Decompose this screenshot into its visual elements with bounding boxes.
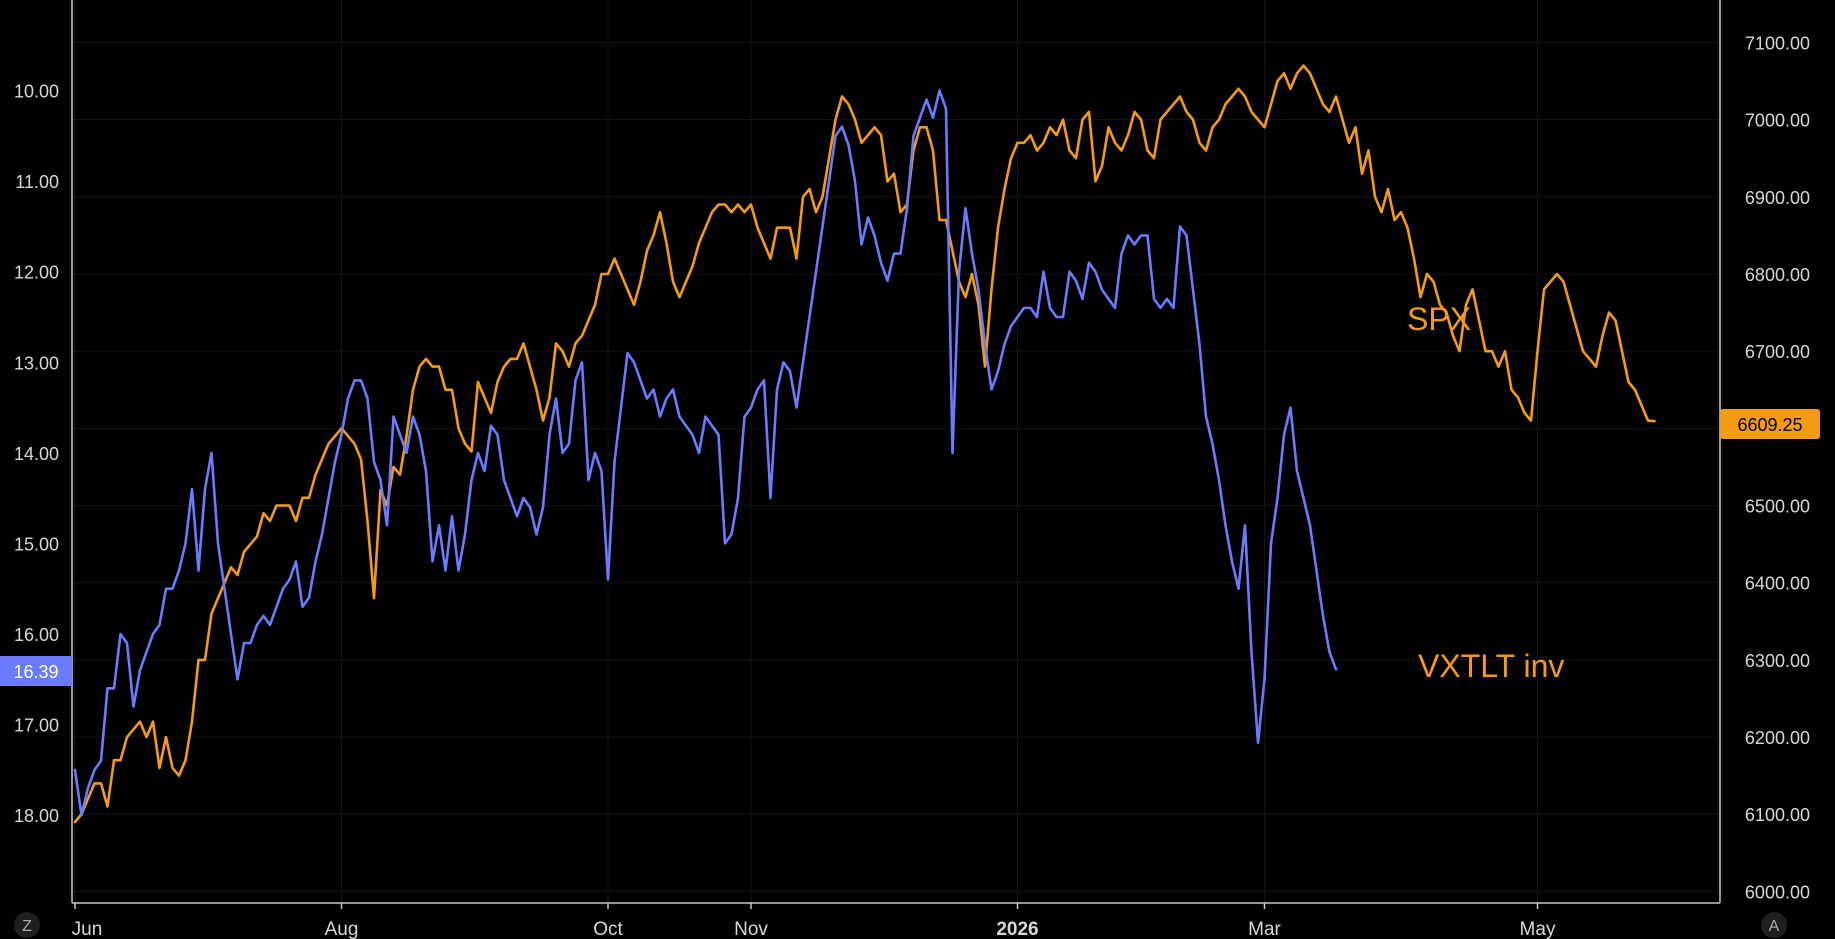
right-tick-label: 6800.00	[1745, 265, 1810, 285]
right-tick-label: 6500.00	[1745, 497, 1810, 517]
zoom-button[interactable]	[14, 912, 40, 938]
left-tick-label: 17.00	[14, 716, 59, 736]
auto-scale-button-label[interactable]: A	[1769, 918, 1780, 935]
x-tick-label: Aug	[325, 919, 359, 939]
right-tick-label: 6300.00	[1745, 651, 1810, 671]
left-current-badge-label: 16.39	[13, 662, 58, 682]
x-tick-label: Oct	[593, 919, 623, 939]
right-tick-label: 6200.00	[1745, 728, 1810, 748]
left-tick-label: 18.00	[14, 806, 59, 826]
zoom-button-label[interactable]: Z	[22, 918, 32, 935]
left-tick-label: 13.00	[14, 353, 59, 373]
left-tick-label: 15.00	[14, 534, 59, 554]
left-tick-label: 12.00	[14, 263, 59, 283]
left-tick-label: 14.00	[14, 444, 59, 464]
price-badges: 16.39 6609.25	[0, 409, 1820, 686]
left-tick-label: 11.00	[15, 172, 59, 192]
right-tick-label: 7000.00	[1745, 111, 1810, 131]
series-annotations: SPX VXTLT inv	[1407, 301, 1564, 684]
x-tick-label: Jun	[72, 919, 103, 939]
left-tick-label: 10.00	[14, 82, 59, 102]
annotation-spx: SPX	[1407, 301, 1471, 337]
left-tick-label: 16.00	[14, 625, 59, 645]
series-lines	[73, 64, 1656, 824]
right-tick-label: 6400.00	[1745, 574, 1810, 594]
series-line-spx	[73, 64, 1656, 824]
right-tick-label: 7100.00	[1745, 33, 1810, 53]
left-axis-ticks[interactable]: 10.00 11.00 12.00 13.00 14.00 15.00 16.00 17.00…	[14, 82, 59, 827]
right-tick-label: 6900.00	[1745, 188, 1810, 208]
grid-lines	[72, 0, 1720, 903]
x-tick-label: 2026	[996, 919, 1038, 939]
axes	[71, 0, 1721, 904]
right-tick-label: 6700.00	[1745, 342, 1810, 362]
right-current-badge-label: 6609.25	[1737, 415, 1802, 435]
x-axis-ticks[interactable]: Jun Aug Oct Nov 2026 Mar May	[72, 903, 1556, 939]
corner-buttons: Z A	[14, 912, 1787, 938]
x-tick-label: May	[1520, 919, 1556, 939]
x-tick-label: Mar	[1248, 919, 1281, 939]
right-tick-label: 6100.00	[1745, 805, 1810, 825]
right-tick-label: 6000.00	[1745, 882, 1810, 902]
auto-scale-button[interactable]	[1761, 912, 1787, 938]
annotation-vxtlt: VXTLT inv	[1418, 648, 1564, 684]
series-line-vxtlt-inv	[73, 89, 1338, 817]
left-current-badge	[0, 656, 72, 686]
right-current-badge	[1720, 409, 1820, 439]
x-tick-label: Nov	[734, 919, 768, 939]
